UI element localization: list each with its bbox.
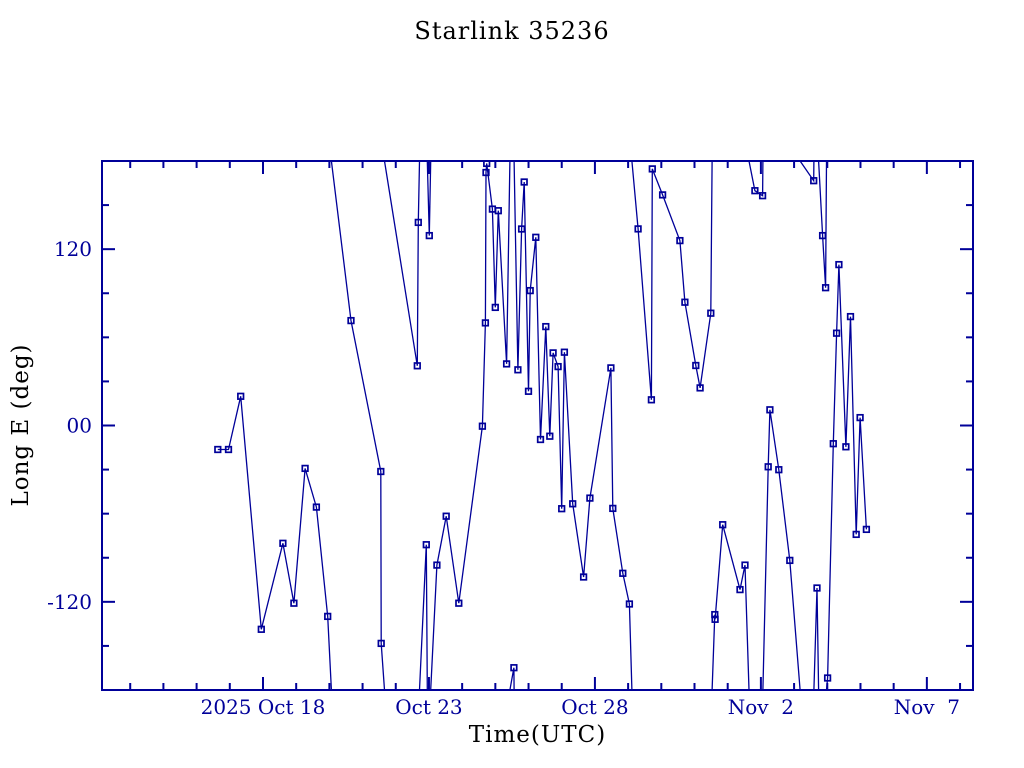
- svg-text:Oct 23: Oct 23: [395, 695, 462, 719]
- x-axis-ticks: [129, 161, 962, 690]
- data-point-marker: [442, 512, 450, 520]
- data-point-marker: [634, 225, 642, 233]
- data-point-marker: [625, 600, 634, 608]
- data-point-marker: [324, 612, 332, 621]
- data-point-marker: [433, 561, 441, 569]
- data-point-marker: [290, 599, 298, 607]
- data-point-marker: [681, 298, 689, 306]
- y-axis-ticks: [102, 204, 973, 647]
- data-point-marker: [758, 192, 767, 200]
- data-point-marker: [526, 286, 534, 295]
- data-point-marker: [558, 505, 566, 513]
- data-point-marker: [554, 362, 562, 371]
- x-axis-label: Time(UTC): [468, 722, 607, 748]
- data-point-marker: [846, 312, 855, 321]
- data-point-marker: [711, 615, 719, 623]
- svg-text:120: 120: [54, 237, 92, 261]
- data-point-marker: [619, 569, 627, 577]
- data-point-marker: [510, 664, 518, 672]
- data-point-marker: [414, 218, 422, 227]
- data-point-marker: [301, 464, 309, 473]
- data-point-marker: [560, 348, 569, 356]
- data-point-marker: [257, 625, 265, 633]
- data-point-marker: [542, 322, 550, 331]
- data-point-marker: [821, 284, 830, 292]
- data-point-marker: [786, 556, 794, 565]
- data-point-marker: [676, 236, 684, 245]
- svg-text:2025 Oct 18: 2025 Oct 18: [201, 695, 326, 719]
- data-point-marker: [648, 165, 656, 173]
- svg-text:Nov 2: Nov 2: [728, 695, 794, 719]
- data-point-marker: [810, 177, 818, 185]
- data-point-marker: [764, 463, 772, 471]
- data-point-marker: [751, 187, 759, 195]
- data-point-marker: [647, 396, 656, 404]
- data-point-marker: [818, 231, 827, 240]
- data-point-marker: [707, 309, 715, 317]
- data-point-marker: [835, 260, 843, 269]
- data-point-marker: [520, 178, 528, 186]
- data-point-marker: [483, 161, 491, 168]
- data-point-marker: [862, 525, 871, 534]
- y-tick-labels: 120 00 -120: [47, 237, 92, 614]
- data-point-marker: [237, 392, 245, 400]
- data-point-marker: [517, 225, 526, 233]
- data-point-marker: [569, 500, 577, 508]
- data-series-longitude: [214, 161, 871, 690]
- data-point-marker: [494, 207, 502, 215]
- data-point-marker: [312, 503, 321, 511]
- data-point-marker: [829, 440, 837, 448]
- data-point-marker: [214, 445, 222, 454]
- data-point-marker: [658, 191, 667, 199]
- data-point-marker: [607, 364, 615, 372]
- data-point-marker: [775, 466, 783, 474]
- data-point-marker: [478, 422, 487, 430]
- data-point-marker: [719, 521, 727, 529]
- data-point-marker: [842, 443, 850, 451]
- data-point-marker: [422, 541, 430, 549]
- data-point-marker: [455, 599, 463, 607]
- data-point-marker: [813, 584, 821, 592]
- data-point-marker: [852, 530, 860, 539]
- data-point-marker: [524, 387, 533, 395]
- data-point-marker: [536, 435, 545, 444]
- svg-text:Nov 7: Nov 7: [894, 695, 960, 719]
- svg-text:-120: -120: [47, 590, 92, 614]
- data-point-marker: [696, 384, 704, 392]
- data-point-marker: [856, 413, 864, 422]
- data-point-marker: [502, 360, 511, 368]
- data-point-marker: [546, 432, 554, 440]
- data-point-marker: [347, 316, 355, 325]
- data-point-marker: [736, 585, 744, 594]
- data-point-marker: [425, 231, 433, 240]
- data-point-marker: [481, 319, 490, 327]
- data-point-marker: [766, 406, 774, 414]
- svg-text:Oct 28: Oct 28: [561, 695, 628, 719]
- data-point-marker: [586, 494, 594, 502]
- data-point-marker: [579, 573, 588, 581]
- data-point-marker: [413, 362, 421, 370]
- plot-title: Starlink 35236: [414, 17, 610, 45]
- data-point-marker: [549, 349, 557, 357]
- x-tick-labels: 2025 Oct 18 Oct 23 Oct 28 Nov 2 Nov 7: [201, 695, 960, 719]
- data-point-marker: [279, 539, 287, 547]
- data-point-marker: [224, 445, 233, 454]
- data-point-marker: [741, 561, 749, 569]
- data-point-marker: [832, 329, 841, 337]
- data-point-marker: [532, 233, 540, 241]
- data-point-marker: [482, 168, 490, 177]
- data-point-marker: [377, 639, 385, 648]
- data-point-marker: [711, 610, 719, 619]
- y-axis-label: Long E (deg): [8, 343, 34, 507]
- data-point-marker: [514, 366, 522, 374]
- data-point-marker: [491, 303, 499, 312]
- data-point-marker: [692, 361, 700, 370]
- data-point-marker: [609, 504, 617, 513]
- svg-text:00: 00: [67, 414, 92, 438]
- data-point-marker: [823, 674, 832, 682]
- data-point-marker: [377, 467, 385, 476]
